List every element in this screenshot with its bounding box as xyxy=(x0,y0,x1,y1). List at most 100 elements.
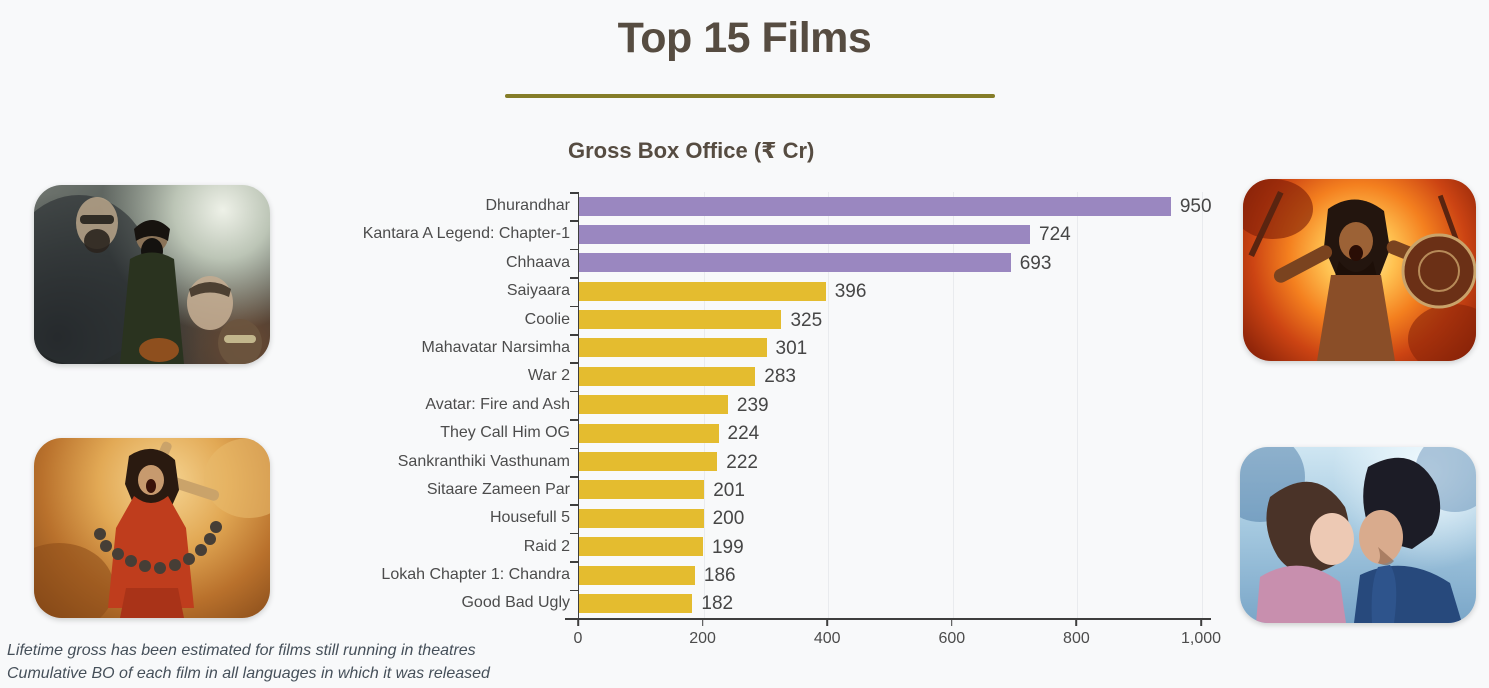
x-tick-mark xyxy=(1200,619,1202,626)
footnotes: Lifetime gross has been estimated for fi… xyxy=(7,639,490,685)
poster-dhurandhar-art xyxy=(34,195,262,364)
chart-row: 239 xyxy=(579,391,1202,419)
y-tick-mark xyxy=(570,192,578,194)
x-tick-label: 800 xyxy=(1063,630,1090,647)
value-label: 325 xyxy=(790,309,823,331)
y-tick-mark xyxy=(570,277,578,279)
gridline xyxy=(1202,192,1203,618)
bar xyxy=(579,224,1031,244)
y-tick-mark xyxy=(570,248,578,251)
bar xyxy=(579,366,756,386)
gridline xyxy=(952,192,954,618)
y-tick-mark xyxy=(570,305,578,308)
chart-title: Gross Box Office (₹ Cr) xyxy=(568,138,815,163)
value-label: 222 xyxy=(726,451,758,473)
category-label: Sankranthiki Vasthunam xyxy=(397,452,570,470)
bar xyxy=(579,480,705,500)
bar xyxy=(579,310,782,330)
category-label: Sitaare Zameen Par xyxy=(426,480,570,498)
chart-row: 222 xyxy=(579,448,1202,476)
plot-area: 950 724 693 396 325 301 283 239 224 222 201 200 199 1… xyxy=(570,192,1212,620)
y-tick-mark xyxy=(570,362,578,364)
category-labels: Dhurandhar Kantara A Legend: Chapter-1 Chh… xyxy=(288,192,570,618)
value-label: 199 xyxy=(711,536,744,558)
category-label: Lokah Chapter 1: Chandra xyxy=(381,566,570,584)
category-label: Kantara A Legend: Chapter-1 xyxy=(362,225,570,243)
chart-row: 283 xyxy=(579,362,1202,390)
bar-rows: 950 724 693 396 325 301 283 239 224 222 201 200 199 1… xyxy=(579,192,1212,618)
x-tick-mark xyxy=(701,619,704,626)
bar xyxy=(579,338,767,358)
x-tick-mark xyxy=(951,619,953,626)
y-tick-mark xyxy=(570,476,578,478)
category-label: Coolie xyxy=(524,310,570,328)
poster-dhurandhar xyxy=(34,185,270,364)
gridline xyxy=(828,192,830,618)
bar xyxy=(579,565,695,585)
y-tick-mark xyxy=(570,220,578,222)
footnote-line-1: Lifetime gross has been estimated for fi… xyxy=(7,642,476,659)
category-label: Dhurandhar xyxy=(485,197,571,214)
x-tick-label: 1,000 xyxy=(1180,630,1222,647)
chart-row: 950 xyxy=(579,192,1212,220)
value-label: 201 xyxy=(713,479,745,501)
footnote-line-2: Cumulative BO of each film in all langua… xyxy=(7,665,490,682)
gridline xyxy=(1077,192,1079,618)
poster-kantara xyxy=(1243,179,1476,361)
x-tick-mark xyxy=(826,619,828,626)
page-title: Top 15 Films xyxy=(617,14,872,62)
chart-row: 199 xyxy=(579,533,1202,561)
x-axis: 0 200 400 600 800 1,000 xyxy=(565,618,1221,658)
y-tick-mark xyxy=(570,390,578,393)
poster-chhaava xyxy=(34,438,270,618)
chart-row: 693 xyxy=(579,249,1202,277)
chart-row: 724 xyxy=(579,220,1202,248)
chart-row: 301 xyxy=(579,334,1202,362)
value-label: 283 xyxy=(764,366,796,388)
x-tick-label: 200 xyxy=(689,630,716,647)
poster-saiyaara-art xyxy=(1240,447,1476,623)
y-tick-mark xyxy=(570,504,578,506)
value-label: 396 xyxy=(834,281,867,303)
value-label: 182 xyxy=(701,593,734,615)
poster-saiyaara xyxy=(1240,447,1476,623)
category-label: Good Bad Ugly xyxy=(461,594,570,612)
x-tick-mark xyxy=(1075,619,1078,626)
bar xyxy=(579,253,1011,273)
category-label: Mahavatar Narsimha xyxy=(421,338,571,356)
chart-row: 186 xyxy=(579,561,1202,589)
category-label: Avatar: Fire and Ash xyxy=(425,395,570,413)
bar xyxy=(579,537,703,557)
bar xyxy=(579,395,728,415)
chart-row: 325 xyxy=(579,306,1202,334)
bar xyxy=(579,423,719,443)
category-label: Housefull 5 xyxy=(489,509,570,527)
value-label: 950 xyxy=(1179,196,1212,217)
value-label: 186 xyxy=(703,565,736,587)
bar xyxy=(579,281,826,301)
category-label: Chhaava xyxy=(505,253,570,271)
y-tick-mark xyxy=(570,419,578,421)
chart-row: 224 xyxy=(579,419,1202,447)
value-label: 693 xyxy=(1019,252,1052,274)
chart-row: 396 xyxy=(579,277,1202,305)
y-tick-mark xyxy=(570,532,578,535)
chart-row: 200 xyxy=(579,504,1202,532)
chart-row: 201 xyxy=(579,476,1202,504)
bar xyxy=(579,196,1171,216)
y-tick-mark xyxy=(570,589,578,592)
value-label: 239 xyxy=(736,394,769,416)
category-label: Saiyaara xyxy=(506,282,570,300)
bar xyxy=(579,508,704,528)
title-underline xyxy=(505,94,995,98)
poster-kantara-art xyxy=(1243,179,1476,361)
poster-chhaava-art xyxy=(34,438,270,618)
y-tick-mark xyxy=(570,561,578,563)
category-label: Raid 2 xyxy=(523,537,570,555)
x-tick-label: 0 xyxy=(573,630,583,647)
y-tick-mark xyxy=(570,447,578,450)
value-label: 200 xyxy=(712,508,745,530)
y-tick-mark xyxy=(570,334,578,336)
chart-row: 182 xyxy=(579,589,1202,617)
